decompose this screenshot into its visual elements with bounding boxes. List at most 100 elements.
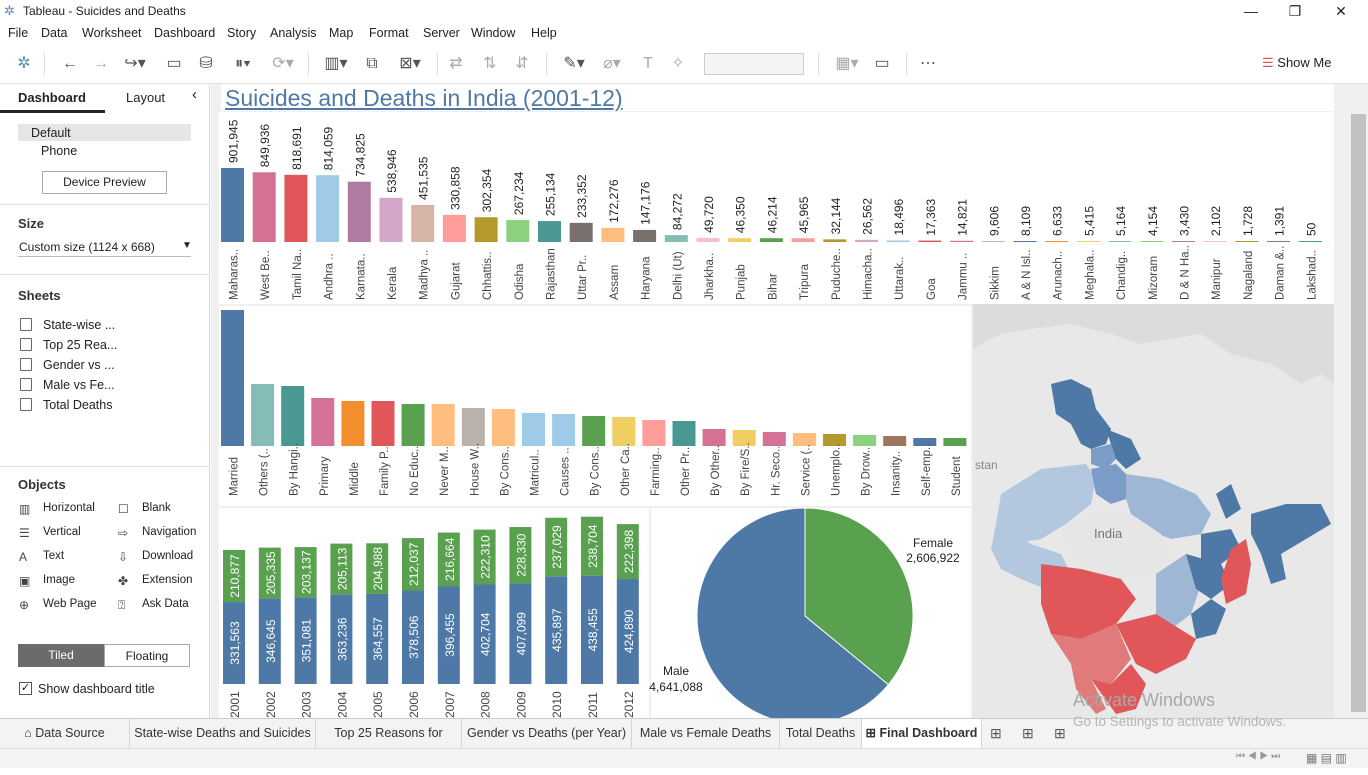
pin-icon[interactable]: ✧ [671,55,685,72]
sheet-navigation-icons[interactable]: ⏮ ◀ ▶ ⏭ [1236,751,1281,762]
state-bar-value: 18,496 [892,198,906,235]
year-tick-label: 2011 [586,692,600,718]
state-bar-value: 267,234 [512,171,526,215]
fit-dropdown[interactable] [704,53,804,75]
state-bar [1298,241,1322,242]
show-me-button[interactable]: ☰ Show Me [1262,55,1332,70]
collapse-panel-icon[interactable]: ‹ [192,86,197,103]
tab-gender-vs-deaths[interactable]: Gender vs Deaths (per Year) [462,719,632,748]
tab-state-wise[interactable]: State-wise Deaths and Suicides [130,719,316,748]
map-state-punjab [1091,444,1116,469]
new-dashboard-tab-icon[interactable]: ⊞ [1022,725,1034,741]
tab-final-dashboard[interactable]: ⊞ Final Dashboard [862,719,982,748]
minimize-button[interactable]: — [1244,3,1258,19]
tab-male-vs-female[interactable]: Male vs Female Deaths [632,719,780,748]
sort-ascending-icon[interactable]: ⇅ [483,55,497,72]
male-year-bar [330,594,353,684]
menu-help[interactable]: Help [531,26,557,40]
dashboard-tab-icon: ⊞ [865,726,880,740]
pause-updates-icon[interactable]: ⏸▾ [235,55,251,72]
size-dropdown-arrow-icon[interactable]: ▼ [182,240,192,251]
state-bar [379,197,403,242]
state-bar-value: 147,176 [639,181,653,225]
restore-button[interactable]: ❐ [1288,3,1302,19]
new-worksheet-icon[interactable]: ▥▾ [324,55,348,72]
scroll-thumb[interactable] [1351,114,1366,712]
group-icon[interactable]: ⌀▾ [603,55,621,72]
menu-map[interactable]: Map [329,26,354,40]
device-phone[interactable]: Phone [41,144,78,158]
extension-icon: ✤ [118,574,129,588]
reason-tick-label: By Cons.. [499,446,511,496]
reason-tick-label: Insanity.. [891,451,903,496]
refresh-icon[interactable]: ⟳▾ [272,55,294,72]
tiled-toggle[interactable]: Tiled [18,644,104,667]
reason-tick-label: Causes .. [560,447,572,496]
show-title-checkbox[interactable]: ✓ [19,682,32,695]
size-dropdown[interactable]: Custom size (1124 x 668) [19,240,155,254]
reason-bar [251,384,275,446]
new-data-source-icon[interactable]: ⛁ [199,55,213,72]
state-tick-label: Madhya .. [419,250,431,301]
device-preview-button[interactable]: Device Preview [42,171,167,194]
new-story-tab-icon[interactable]: ⊞ [1054,725,1066,741]
presentation-icon[interactable]: ▭ [874,55,890,72]
state-bar [474,217,498,242]
state-bar-value: 1,391 [1273,206,1287,236]
clear-sheet-icon[interactable]: ⊠▾ [399,55,421,72]
device-default[interactable]: Default [31,126,71,140]
male-year-bar [545,576,568,684]
swap-icon[interactable]: ⇄ [449,55,463,72]
menu-file[interactable]: File [8,26,29,40]
device-default-row[interactable] [18,124,191,141]
vertical-scrollbar[interactable] [1350,84,1368,718]
state-bar-value: 451,535 [417,156,431,200]
state-tick-label: Jharkha.. [704,253,716,300]
menu-dashboard[interactable]: Dashboard [154,26,216,40]
reason-tick-label: Other Pr.. [680,447,692,496]
state-tick-label: Gujarat [450,261,462,300]
save-icon[interactable]: ▭ [166,55,182,72]
replay-icon[interactable]: ↪▾ [124,55,146,72]
state-bar-value: 814,059 [322,127,336,171]
highlight-icon[interactable]: ✎▾ [563,55,585,72]
menu-window[interactable]: Window [471,26,516,40]
female-slice-value: 2,606,922 [906,551,960,565]
web-page-icon: ⊕ [19,598,30,612]
tab-top-25-reasons[interactable]: Top 25 Reasons for Death [316,719,462,768]
undo-icon[interactable]: ← [62,55,78,72]
menu-format[interactable]: Format [369,26,409,40]
sort-descending-icon[interactable]: ⇵ [515,55,529,72]
reason-tick-label: Hr. Seco.. [770,446,782,497]
reason-bar [732,430,756,446]
menu-data[interactable]: Data [41,26,68,40]
map-state-up [1126,474,1211,539]
gender-year-panel [219,508,649,718]
tab-dashboard[interactable]: Dashboard [18,90,86,105]
male-year-bar [437,586,460,684]
labels-icon[interactable]: T [643,55,653,72]
tab-layout[interactable]: Layout [126,90,166,105]
male-slice-name: Male [663,664,689,678]
tableau-start-icon[interactable]: ✲ [17,55,31,72]
tab-data-source[interactable]: ⌂ Data Source [0,719,130,748]
share-icon[interactable]: ⋯ [920,55,936,72]
menu-story[interactable]: Story [227,26,257,40]
menu-worksheet[interactable]: Worksheet [82,26,142,40]
map-state-tamil-nadu [1091,664,1146,714]
floating-toggle[interactable]: Floating [104,644,190,667]
close-button[interactable]: ✕ [1335,3,1347,19]
dashboard-charts: 901,945 Maharas.. 849,936 West Be.. 818,691 T… [219,112,1334,718]
state-bar [442,214,466,242]
tab-total-deaths[interactable]: Total Deaths [780,719,862,748]
view-mode-icons[interactable]: ▦ ▤ ▥ [1306,751,1347,765]
reason-tick-label: Farming.. [650,447,662,496]
show-cards-icon[interactable]: ▦▾ [835,55,859,72]
menu-server[interactable]: Server [423,26,460,40]
duplicate-sheet-icon[interactable]: ⧉ [366,55,378,72]
redo-icon[interactable]: → [93,55,109,72]
new-worksheet-tab-icon[interactable]: ⊞ [990,725,1002,741]
dashboard-title[interactable]: Suicides and Deaths in India (2001-12) [221,84,1334,111]
menu-analysis[interactable]: Analysis [270,26,317,40]
state-bar-value: 255,134 [544,172,558,216]
